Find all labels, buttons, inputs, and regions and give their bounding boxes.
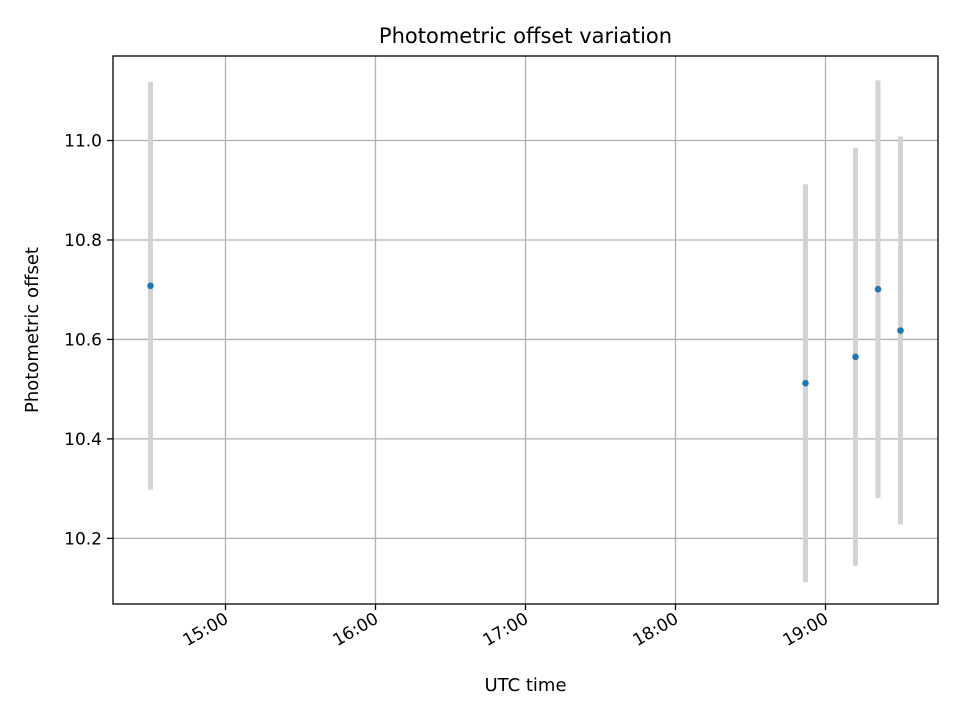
data-point	[852, 353, 859, 361]
grid	[113, 56, 938, 604]
x-tick-label: 19:00	[780, 609, 832, 651]
y-axis-label: Photometric offset	[22, 247, 43, 413]
y-tick-label: 11.0	[64, 132, 102, 152]
x-tick-label: 18:00	[630, 609, 682, 651]
y-tick-label: 10.6	[64, 330, 102, 350]
y-tick-label: 10.4	[64, 430, 102, 450]
y-tick-label: 10.2	[64, 529, 102, 549]
x-tick-label: 17:00	[480, 609, 532, 651]
axis-ticks: 15:00 16:00 17:00 18:00 19:00 10.2 10.4 10.6 10.…	[64, 132, 832, 651]
data-point	[874, 285, 882, 293]
data-point	[147, 282, 154, 290]
chart-title: Photometric offset variation	[379, 24, 672, 48]
data-point	[802, 379, 809, 387]
x-tick-label: 15:00	[180, 609, 232, 651]
x-axis-label: UTC time	[484, 675, 566, 696]
data-points	[147, 282, 904, 387]
y-tick-label: 10.8	[64, 231, 102, 251]
data-point	[897, 327, 904, 334]
x-tick-label: 16:00	[330, 609, 382, 651]
